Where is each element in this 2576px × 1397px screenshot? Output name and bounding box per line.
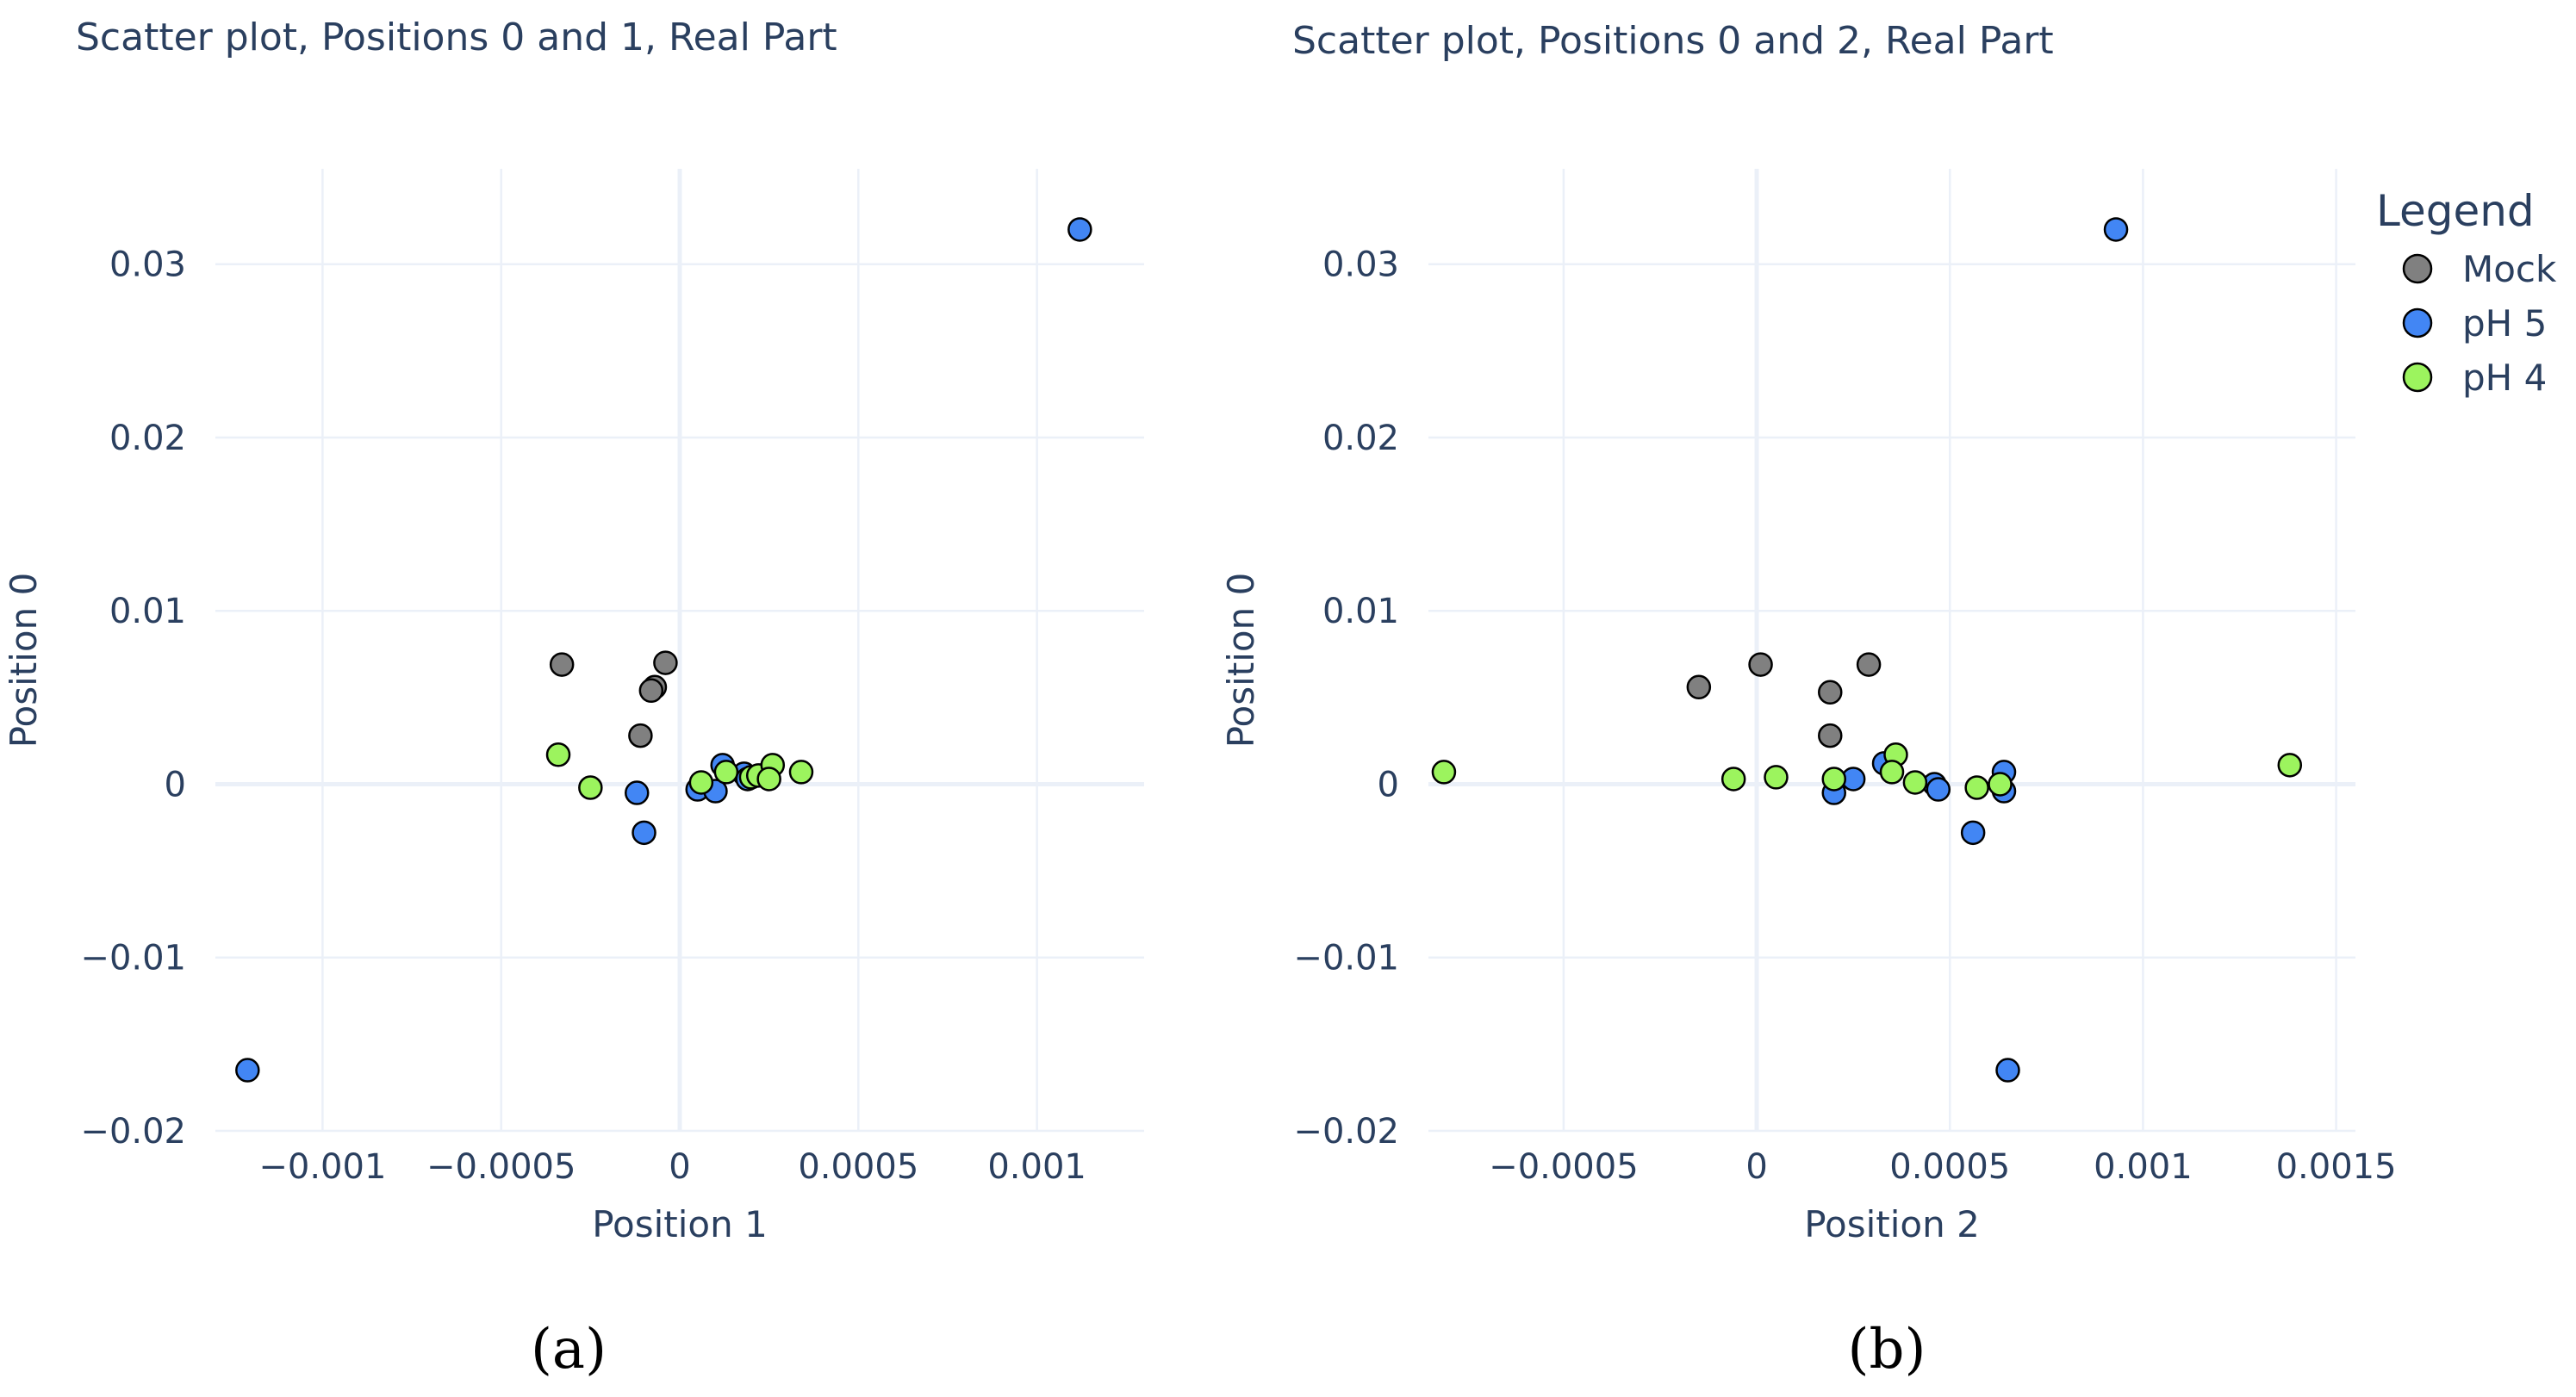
panel-label: (b) — [1848, 1318, 1926, 1381]
data-point — [1964, 775, 1989, 800]
series-ph-4 — [545, 742, 814, 800]
chart-title: Scatter plot, Positions 0 and 1, Real Pa… — [76, 16, 837, 59]
x-tick-label: 0.001 — [2094, 1147, 2193, 1187]
data-point — [624, 780, 650, 805]
legend-title: Legend — [2376, 186, 2535, 236]
series-mock — [549, 650, 678, 748]
data-point — [1720, 767, 1746, 792]
y-tick-label: 0 — [1378, 765, 1399, 804]
data-point — [638, 678, 664, 704]
legend-label: Mock — [2462, 248, 2557, 290]
x-tick-label: 0 — [669, 1147, 690, 1187]
legend-item: pH 4 — [2402, 357, 2547, 399]
data-point — [1960, 820, 1986, 846]
x-tick-label: 0.0015 — [2276, 1147, 2397, 1187]
data-point — [788, 760, 814, 785]
data-point — [1067, 217, 1092, 242]
legend-marker — [2402, 253, 2433, 284]
data-point — [1856, 652, 1882, 677]
data-point — [1431, 760, 1457, 785]
chart-b: Scatter plot, Positions 0 and 2, Real Pa… — [1220, 19, 2397, 1381]
chart-title: Scatter plot, Positions 0 and 2, Real Pa… — [1292, 19, 2054, 63]
legend-label: pH 4 — [2462, 357, 2547, 399]
data-point — [713, 760, 739, 785]
x-tick-label: 0.001 — [987, 1147, 1086, 1187]
legend-marker — [2402, 362, 2433, 393]
y-tick-label: 0.01 — [1322, 592, 1399, 631]
x-tick-label: 0.0005 — [798, 1147, 918, 1187]
y-tick-label: 0.03 — [1322, 245, 1399, 285]
y-axis-title: Position 0 — [1220, 573, 1262, 748]
y-tick-label: −0.01 — [80, 939, 186, 978]
data-point — [549, 652, 575, 677]
y-tick-label: 0.03 — [109, 245, 186, 285]
x-tick-label: 0.0005 — [1889, 1147, 2010, 1187]
data-point — [1995, 1058, 2020, 1083]
data-point — [1926, 777, 1951, 802]
data-point — [1902, 770, 1928, 795]
x-tick-label: −0.0005 — [426, 1147, 576, 1187]
panel-label: (a) — [531, 1318, 607, 1381]
x-tick-label: −0.001 — [258, 1147, 386, 1187]
data-point — [1764, 765, 1789, 790]
data-point — [628, 723, 653, 748]
data-point — [1821, 767, 1846, 792]
series-ph-4 — [1431, 742, 2303, 800]
data-point — [1879, 760, 1905, 785]
y-axis-title: Position 0 — [3, 573, 45, 748]
legend: Legend Mock pH 5 pH 4 — [2376, 186, 2557, 399]
data-point — [756, 767, 781, 792]
y-tick-label: −0.01 — [1293, 939, 1399, 978]
legend-label: pH 5 — [2462, 302, 2547, 345]
data-point — [688, 770, 714, 795]
data-point — [235, 1058, 260, 1083]
series-ph-5 — [1821, 217, 2129, 1083]
data-point — [1818, 680, 1843, 705]
data-point — [2103, 217, 2129, 242]
data-point — [632, 820, 656, 846]
x-axis-title: Position 1 — [592, 1203, 768, 1245]
data-point — [1686, 674, 1712, 700]
x-tick-label: 0 — [1745, 1147, 1767, 1187]
data-point — [578, 775, 603, 800]
y-tick-label: −0.02 — [1293, 1112, 1399, 1152]
legend-item: pH 5 — [2402, 302, 2547, 345]
data-point — [1988, 772, 2013, 797]
legend-marker — [2402, 307, 2433, 338]
y-tick-label: 0 — [165, 765, 186, 804]
legend-item: Mock — [2402, 248, 2557, 290]
y-tick-label: 0.02 — [109, 419, 186, 458]
y-tick-label: −0.02 — [80, 1112, 186, 1152]
data-point — [2277, 753, 2303, 778]
y-tick-label: 0.02 — [1322, 419, 1399, 458]
series-mock — [1686, 652, 1882, 748]
y-tick-label: 0.01 — [109, 592, 186, 631]
x-axis-title: Position 2 — [1804, 1203, 1980, 1245]
series-ph-5 — [235, 217, 1092, 1083]
data-point — [653, 650, 678, 675]
data-point — [1818, 723, 1843, 748]
x-tick-label: −0.0005 — [1489, 1147, 1638, 1187]
data-point — [1748, 652, 1773, 677]
chart-a: Scatter plot, Positions 0 and 1, Real Pa… — [3, 16, 1144, 1381]
data-point — [545, 742, 571, 767]
